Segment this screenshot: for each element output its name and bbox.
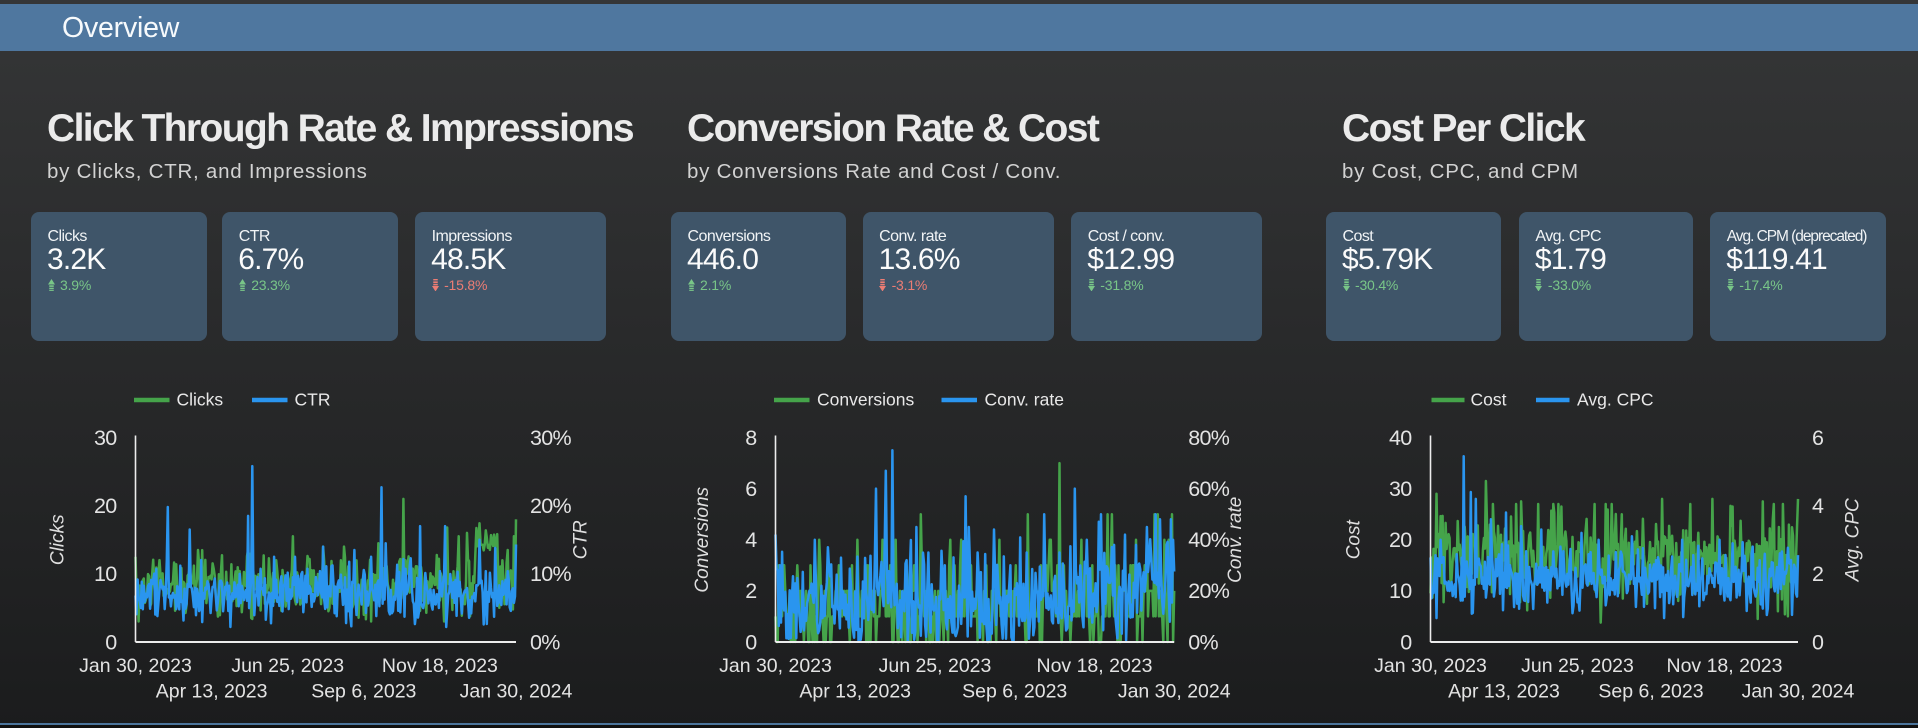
- svg-text:10%: 10%: [530, 562, 572, 586]
- svg-text:Cost: Cost: [1344, 520, 1365, 560]
- svg-text:Jun 25, 2023: Jun 25, 2023: [1521, 655, 1634, 677]
- svg-text:Jun 25, 2023: Jun 25, 2023: [879, 655, 992, 677]
- svg-text:Apr 13, 2023: Apr 13, 2023: [156, 681, 268, 703]
- svg-text:Clicks: Clicks: [48, 514, 69, 565]
- svg-text:30: 30: [1389, 477, 1412, 501]
- svg-text:20: 20: [1389, 528, 1412, 552]
- svg-text:Nov 18, 2023: Nov 18, 2023: [1036, 655, 1152, 677]
- svg-text:6: 6: [1812, 426, 1824, 450]
- svg-text:Nov 18, 2023: Nov 18, 2023: [382, 655, 498, 677]
- svg-text:30%: 30%: [530, 426, 572, 450]
- svg-text:10: 10: [1389, 579, 1412, 603]
- svg-text:Sep 6, 2023: Sep 6, 2023: [311, 681, 416, 703]
- svg-text:CTR: CTR: [295, 390, 331, 410]
- svg-text:0: 0: [1812, 630, 1824, 654]
- svg-text:Jan 30, 2023: Jan 30, 2023: [719, 655, 832, 677]
- svg-text:0: 0: [105, 630, 117, 654]
- svg-text:Jan 30, 2023: Jan 30, 2023: [79, 655, 192, 677]
- svg-text:20%: 20%: [1188, 579, 1230, 603]
- svg-text:CTR: CTR: [571, 520, 592, 559]
- svg-text:40: 40: [1389, 426, 1412, 450]
- svg-text:40%: 40%: [1188, 528, 1230, 552]
- svg-text:4: 4: [745, 528, 757, 552]
- svg-text:4: 4: [1812, 494, 1824, 518]
- svg-text:20: 20: [94, 494, 117, 518]
- svg-text:Conversions: Conversions: [692, 486, 713, 592]
- svg-text:10: 10: [94, 562, 117, 586]
- svg-text:Cost: Cost: [1471, 390, 1507, 410]
- svg-text:0: 0: [745, 630, 757, 654]
- svg-text:0%: 0%: [530, 630, 560, 654]
- svg-text:Sep 6, 2023: Sep 6, 2023: [1598, 681, 1703, 703]
- svg-text:0: 0: [1400, 630, 1412, 654]
- svg-text:Jan 30, 2024: Jan 30, 2024: [1118, 681, 1231, 703]
- svg-text:Avg. CPC: Avg. CPC: [1843, 498, 1864, 582]
- svg-text:0%: 0%: [1188, 630, 1218, 654]
- svg-text:Jun 25, 2023: Jun 25, 2023: [231, 655, 344, 677]
- svg-text:Conversions: Conversions: [817, 390, 915, 410]
- svg-text:30: 30: [94, 426, 117, 450]
- svg-text:Jan 30, 2023: Jan 30, 2023: [1374, 655, 1487, 677]
- svg-text:Jan 30, 2024: Jan 30, 2024: [1742, 681, 1855, 703]
- svg-text:60%: 60%: [1188, 477, 1230, 501]
- svg-text:Apr 13, 2023: Apr 13, 2023: [1448, 681, 1560, 703]
- svg-text:2: 2: [745, 579, 756, 603]
- svg-text:Avg. CPC: Avg. CPC: [1577, 390, 1654, 410]
- svg-text:Jan 30, 2024: Jan 30, 2024: [460, 681, 573, 703]
- svg-text:8: 8: [745, 426, 757, 450]
- svg-text:2: 2: [1812, 562, 1823, 586]
- svg-text:Clicks: Clicks: [177, 390, 224, 410]
- svg-text:20%: 20%: [530, 494, 572, 518]
- svg-text:Nov 18, 2023: Nov 18, 2023: [1666, 655, 1782, 677]
- svg-text:Sep 6, 2023: Sep 6, 2023: [962, 681, 1067, 703]
- svg-text:6: 6: [745, 477, 757, 501]
- svg-text:80%: 80%: [1188, 426, 1230, 450]
- svg-text:Conv. rate: Conv. rate: [1225, 497, 1246, 583]
- svg-text:Conv. rate: Conv. rate: [985, 390, 1064, 410]
- svg-text:Apr 13, 2023: Apr 13, 2023: [799, 681, 911, 703]
